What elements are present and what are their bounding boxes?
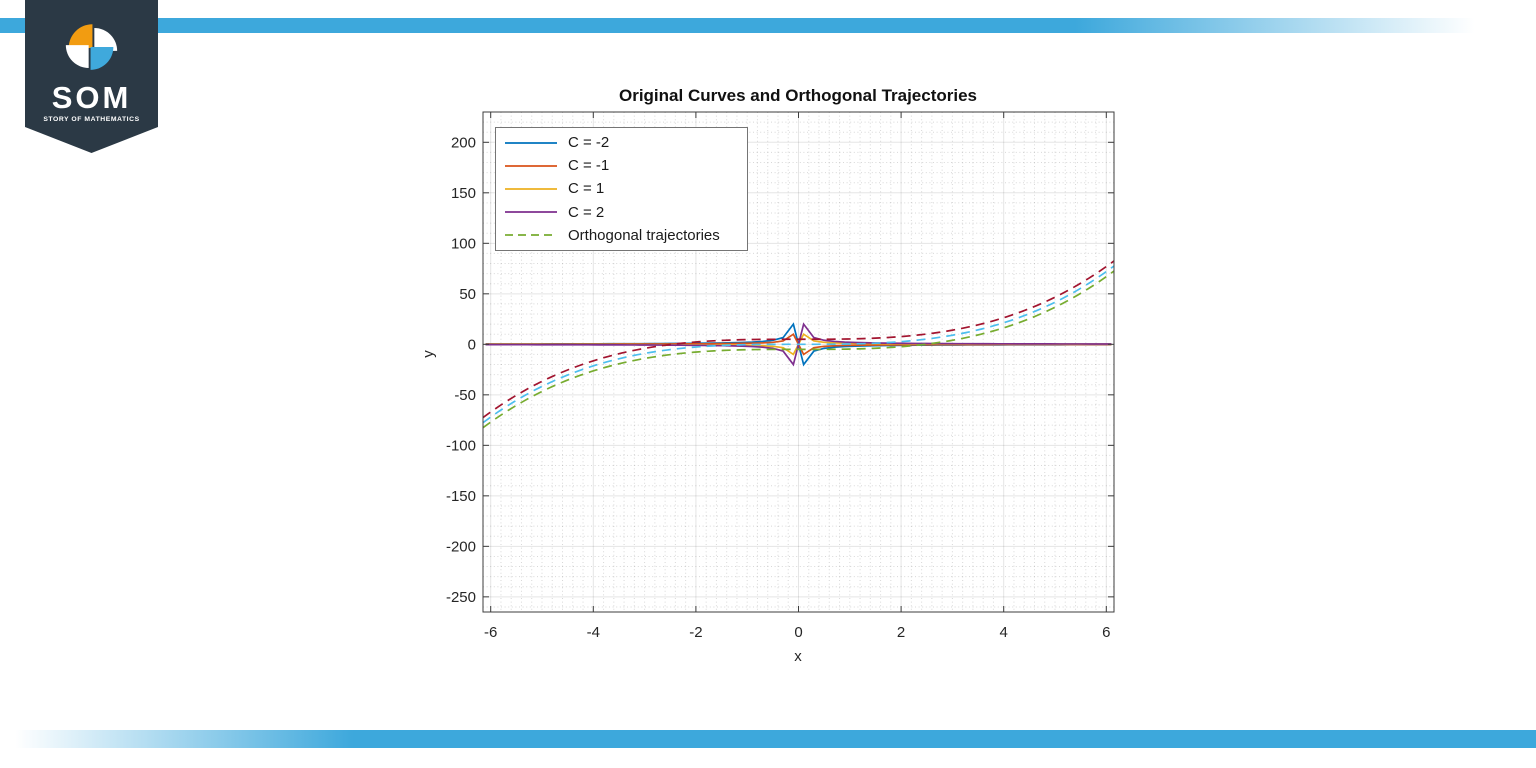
legend-entry: Orthogonal trajectories bbox=[496, 224, 747, 246]
legend-entry: C = 1 bbox=[496, 178, 747, 200]
y-tick-label: 200 bbox=[451, 134, 476, 151]
y-tick-label: -150 bbox=[446, 488, 476, 505]
legend-entry: C = -1 bbox=[496, 155, 747, 177]
legend-label: Orthogonal trajectories bbox=[568, 226, 720, 244]
som-logo-icon bbox=[65, 24, 118, 70]
legend-label: C = 2 bbox=[568, 203, 605, 221]
legend-label: C = -2 bbox=[568, 134, 610, 152]
legend-entry: C = -2 bbox=[496, 132, 747, 154]
legend-line-sample bbox=[505, 211, 557, 214]
legend-label: C = -1 bbox=[568, 157, 610, 175]
legend-line-sample bbox=[505, 234, 557, 237]
curve-orthogonal-trajectory-k-0 bbox=[483, 265, 1114, 424]
x-tick-label: 2 bbox=[897, 624, 905, 641]
chart-title: Original Curves and Orthogonal Trajector… bbox=[619, 86, 977, 105]
legend: C = -2 C = -1 C = 1 C = 2 Orthogonal traject… bbox=[495, 127, 748, 251]
x-tick-label: -4 bbox=[587, 624, 600, 641]
plot-curves bbox=[483, 260, 1114, 429]
axes-frame bbox=[482, 111, 1115, 613]
som-logo: SOM STORY OF MATHEMATICS bbox=[25, 0, 158, 153]
x-tick-label: -6 bbox=[484, 624, 497, 641]
tick-labels: -6 -4 -2 0 2 4 6 200 150 100 50 0 -50 -100 -150 -200 -25… bbox=[446, 134, 1111, 641]
legend-entry: C = 2 bbox=[496, 201, 747, 223]
y-tick-label: -200 bbox=[446, 538, 476, 555]
x-tick-label: 6 bbox=[1102, 624, 1110, 641]
y-tick-label: -50 bbox=[454, 387, 476, 404]
y-tick-label: 100 bbox=[451, 235, 476, 252]
bottom-accent-bar bbox=[0, 730, 1536, 748]
x-tick-label: -2 bbox=[689, 624, 702, 641]
x-axis-label: x bbox=[794, 648, 802, 665]
legend-line-sample bbox=[505, 141, 557, 144]
x-tick-label: 4 bbox=[1000, 624, 1008, 641]
som-logo-subtitle: STORY OF MATHEMATICS bbox=[43, 116, 140, 123]
y-tick-label: 150 bbox=[451, 185, 476, 202]
som-logo-title: SOM bbox=[51, 80, 132, 115]
curve-orthogonal-trajectory-k--5 bbox=[483, 270, 1114, 429]
curve-orthogonal-trajectory-k-5 bbox=[483, 260, 1114, 419]
y-tick-label: -250 bbox=[446, 589, 476, 606]
x-tick-label: 0 bbox=[794, 624, 802, 641]
legend-line-sample bbox=[505, 188, 557, 190]
top-accent-bar bbox=[0, 18, 1536, 33]
y-tick-label: 50 bbox=[459, 286, 476, 303]
y-tick-label: -100 bbox=[446, 437, 476, 454]
y-axis-label: y bbox=[420, 350, 437, 358]
legend-line-sample bbox=[505, 164, 557, 167]
y-tick-label: 0 bbox=[468, 336, 476, 353]
legend-label: C = 1 bbox=[568, 180, 605, 198]
